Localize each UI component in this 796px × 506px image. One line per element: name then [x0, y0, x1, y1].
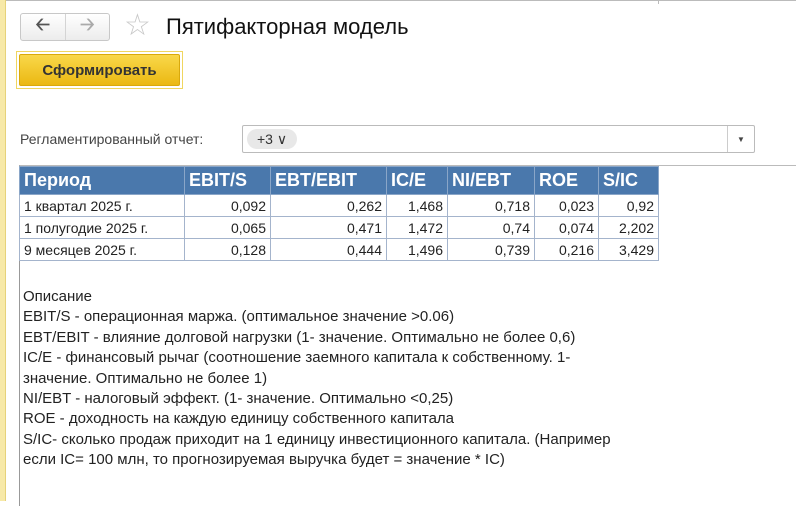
cell: 0,718 [447, 194, 535, 217]
forward-arrow-icon[interactable]: 🡢 [79, 14, 95, 34]
cell: 0,92 [598, 194, 659, 217]
results-table: Период EBIT/S EBT/EBIT IC/E NI/EBT ROE S… [19, 166, 659, 261]
col-ni-ebt: NI/EBT [447, 166, 535, 195]
cell: 1,472 [386, 216, 448, 239]
description-title: Описание [23, 288, 93, 305]
description-line: значение. Оптимально не более 1) [23, 369, 268, 387]
cell-period: 9 месяцев 2025 г. [19, 238, 185, 261]
table-row: 1 квартал 2025 г. 0,092 0,262 1,468 0,71… [19, 194, 659, 217]
col-ebt-ebit: EBT/EBIT [270, 166, 387, 195]
report-filter-field[interactable]: +3 ∨ ▼ [242, 125, 755, 153]
left-panel-edge [0, 0, 6, 501]
description-line: EBT/EBIT - влияние долговой нагрузки (1-… [23, 328, 576, 346]
cell: 1,468 [386, 194, 448, 217]
description-line: NI/EBT - налоговый эффект. (1- значение.… [23, 390, 454, 408]
description-line: если IC= 100 млн, то прогнозируемая выру… [23, 451, 505, 469]
col-s-ic: S/IC [598, 166, 659, 195]
cell: 1,496 [386, 238, 448, 261]
back-arrow-icon[interactable]: 🡠 [21, 14, 66, 40]
description-block: Описание EBIT/S - операционная маржа. (о… [23, 287, 611, 471]
report-filter-label: Регламентированный отчет: [20, 131, 204, 147]
cell-period: 1 квартал 2025 г. [19, 194, 185, 217]
report-area [19, 165, 796, 506]
cell: 0,023 [534, 194, 599, 217]
cell: 0,074 [534, 216, 599, 239]
cell: 0,065 [184, 216, 271, 239]
cell: 0,471 [270, 216, 387, 239]
cell: 0,739 [447, 238, 535, 261]
description-line: EBIT/S - операционная маржа. (оптимально… [23, 308, 455, 326]
star-icon[interactable]: ☆ [124, 9, 151, 42]
cell: 0,216 [534, 238, 599, 261]
cell: 0,444 [270, 238, 387, 261]
table-row: 1 полугодие 2025 г. 0,065 0,471 1,472 0,… [19, 216, 659, 239]
col-roe: ROE [534, 166, 599, 195]
col-period: Период [19, 166, 185, 195]
generate-button-label: Сформировать [19, 54, 180, 86]
cell: 0,262 [270, 194, 387, 217]
cell: 3,429 [598, 238, 659, 261]
page-title: Пятифакторная модель [166, 14, 409, 39]
cell-period: 1 полугодие 2025 г. [19, 216, 185, 239]
col-ebit-s: EBIT/S [184, 166, 271, 195]
description-line: IC/E - финансовый рычаг (соотношение зае… [23, 349, 571, 367]
description-line: S/IC- сколько продаж приходит на 1 едини… [23, 430, 611, 448]
dropdown-arrow-icon[interactable]: ▼ [727, 126, 754, 152]
table-row: 9 месяцев 2025 г. 0,128 0,444 1,496 0,73… [19, 238, 659, 261]
cell: 0,74 [447, 216, 535, 239]
navigation-buttons: 🡠 🡢 [20, 13, 110, 41]
col-ic-e: IC/E [386, 166, 448, 195]
cell: 2,202 [598, 216, 659, 239]
cell: 0,128 [184, 238, 271, 261]
table-header: Период EBIT/S EBT/EBIT IC/E NI/EBT ROE S… [19, 166, 659, 195]
top-divider [6, 0, 796, 1]
cell: 0,092 [184, 194, 271, 217]
selected-count-chip[interactable]: +3 ∨ [247, 129, 298, 149]
tab-divider [658, 0, 659, 4]
description-line: ROE - доходность на каждую единицу собст… [23, 410, 455, 428]
generate-button[interactable]: Сформировать [16, 51, 183, 89]
